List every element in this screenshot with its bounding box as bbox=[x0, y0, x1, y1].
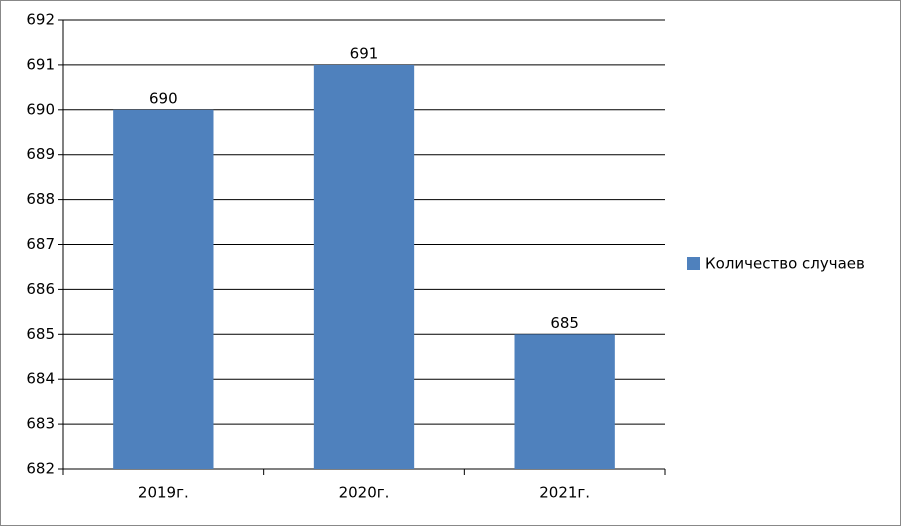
y-tick-label: 687 bbox=[26, 235, 55, 253]
x-tick-label: 2021г. bbox=[539, 484, 590, 502]
legend-swatch bbox=[687, 257, 700, 270]
x-tick-label: 2020г. bbox=[339, 484, 390, 502]
bar bbox=[113, 109, 214, 470]
bar bbox=[514, 334, 615, 469]
x-tick-label: 2019г. bbox=[138, 484, 189, 502]
y-tick-label: 682 bbox=[26, 460, 55, 478]
y-tick-label: 686 bbox=[26, 280, 55, 298]
y-tick-label: 685 bbox=[26, 325, 55, 343]
y-tick-label: 689 bbox=[26, 145, 55, 163]
y-tick-label: 684 bbox=[26, 370, 55, 388]
y-tick-label: 692 bbox=[26, 11, 55, 29]
data-label: 691 bbox=[350, 44, 379, 62]
y-tick-label: 690 bbox=[26, 100, 55, 118]
y-tick-label: 683 bbox=[26, 415, 55, 433]
data-label: 685 bbox=[550, 314, 579, 332]
bar bbox=[313, 64, 415, 470]
data-label: 690 bbox=[149, 89, 178, 107]
y-tick-label: 691 bbox=[26, 55, 55, 73]
y-tick-label: 688 bbox=[26, 190, 55, 208]
legend-label: Количество случаев bbox=[705, 255, 865, 273]
